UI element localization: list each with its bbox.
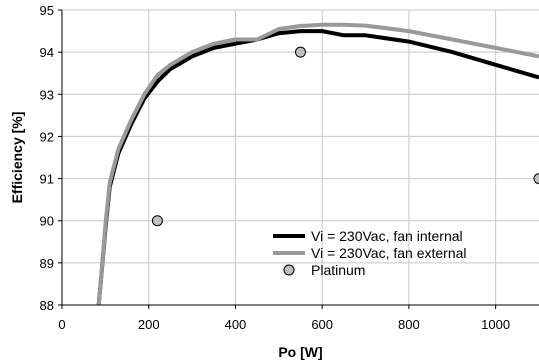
platinum-point bbox=[151, 215, 163, 227]
y-tick-label: 91 bbox=[40, 172, 54, 187]
platinum-point bbox=[533, 173, 539, 185]
tick-labels: 88 89 90 91 92 93 94 95 0 200 400 600 800 1000 bbox=[40, 3, 511, 332]
series-points bbox=[151, 46, 539, 227]
legend-label: Vi = 230Vac, fan external bbox=[311, 245, 467, 261]
plot-background bbox=[62, 10, 539, 305]
legend-label: Vi = 230Vac, fan internal bbox=[311, 228, 463, 244]
y-tick-label: 92 bbox=[40, 129, 54, 144]
x-tick-label: 1000 bbox=[481, 317, 510, 332]
platinum-point bbox=[295, 46, 306, 58]
x-tick-label: 0 bbox=[58, 317, 65, 332]
x-tick-label: 200 bbox=[138, 317, 160, 332]
y-tick-label: 88 bbox=[40, 298, 54, 313]
y-tick-label: 90 bbox=[40, 214, 54, 229]
plot-area bbox=[62, 10, 539, 305]
legend-label: Platinum bbox=[311, 262, 365, 278]
series-line-1 bbox=[96, 22, 539, 305]
axes bbox=[58, 9, 539, 309]
x-tick-label: 400 bbox=[225, 317, 247, 332]
legend-marker-platinum bbox=[283, 264, 295, 276]
x-tick-label: 600 bbox=[311, 317, 333, 332]
y-axis-title: Efficiency [%] bbox=[9, 112, 25, 204]
y-tick-label: 94 bbox=[40, 45, 54, 60]
y-tick-label: 89 bbox=[40, 256, 54, 271]
series-lines bbox=[96, 22, 539, 305]
x-axis-title: Po [W] bbox=[278, 344, 322, 360]
y-tick-label: 95 bbox=[40, 3, 54, 18]
y-tick-label: 93 bbox=[40, 87, 54, 102]
x-tick-label: 800 bbox=[398, 317, 420, 332]
